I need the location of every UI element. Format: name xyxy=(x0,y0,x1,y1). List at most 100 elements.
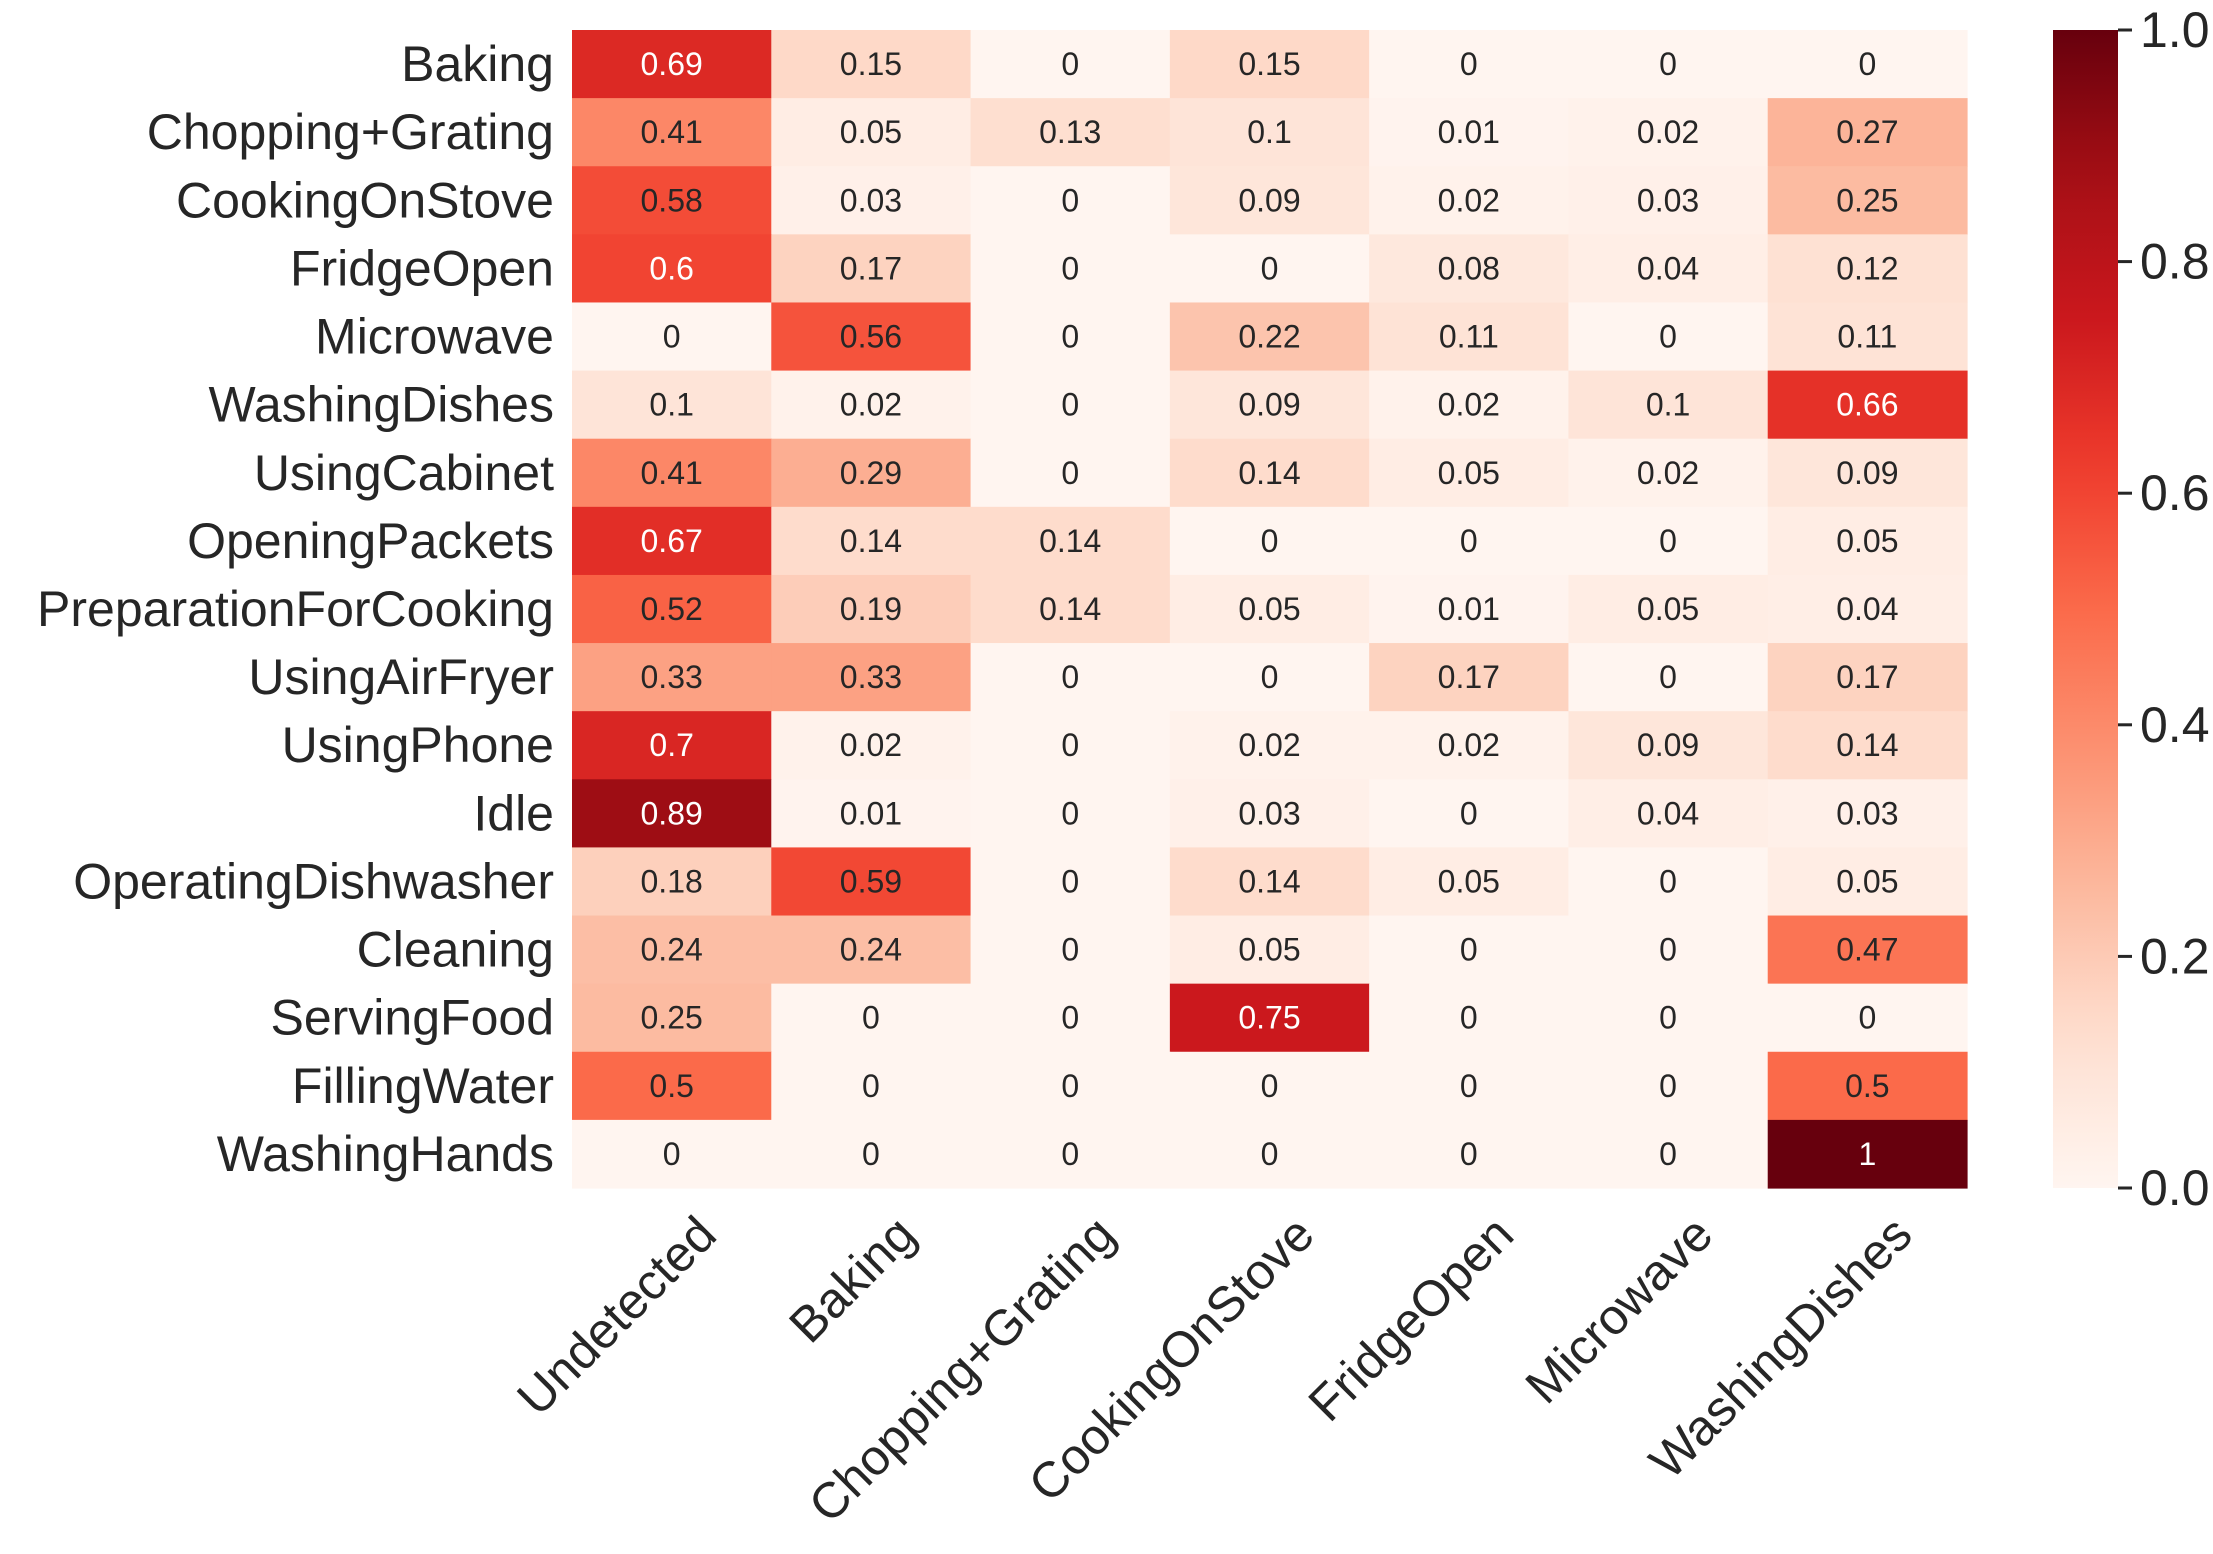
heatmap-cell xyxy=(1767,98,1968,167)
heatmap-cell xyxy=(572,370,772,440)
heatmap-cell xyxy=(970,915,1171,985)
heatmap-cell xyxy=(1369,643,1570,712)
cell-value-label: 0 xyxy=(1061,182,1079,218)
cell-value-label: 0.04 xyxy=(1836,591,1898,627)
cell-value-label: 0.02 xyxy=(1238,727,1300,763)
heatmap-cell xyxy=(572,30,772,99)
cell-value-label: 0.5 xyxy=(649,1068,693,1104)
heatmap-cell xyxy=(771,915,972,985)
cell-value-label: 0.13 xyxy=(1039,114,1101,150)
heatmap-cell xyxy=(1369,1051,1570,1121)
heatmap-cell xyxy=(771,1051,972,1121)
heatmap-cell xyxy=(970,643,1171,712)
heatmap-cell xyxy=(1767,983,1968,1053)
cell-value-label: 0 xyxy=(1061,932,1079,968)
cell-value-label: 0.03 xyxy=(1637,182,1699,218)
heatmap-cell xyxy=(1767,574,1968,644)
cell-value-label: 1 xyxy=(1858,1136,1876,1172)
row-label: Chopping+Grating xyxy=(147,104,554,160)
row-label: WashingDishes xyxy=(208,377,554,433)
cell-value-label: 0.05 xyxy=(1438,863,1500,899)
cell-value-label: 0.17 xyxy=(1836,659,1898,695)
heatmap-cell xyxy=(970,506,1171,576)
heatmap-cell xyxy=(1369,302,1570,372)
cell-value-label: 0 xyxy=(1061,455,1079,491)
heatmap-cell xyxy=(1369,915,1570,985)
colorbar-tick-label: 0.0 xyxy=(2140,1160,2210,1216)
heatmap-cell xyxy=(970,98,1171,167)
cell-value-label: 0.25 xyxy=(1836,182,1898,218)
row-label: UsingCabinet xyxy=(254,445,554,501)
heatmap-cell xyxy=(1169,370,1370,440)
cell-value-label: 0 xyxy=(862,1136,880,1172)
cell-value-label: 0.02 xyxy=(1438,387,1500,423)
cell-value-label: 0.03 xyxy=(1238,795,1300,831)
heatmap-cell xyxy=(1169,98,1370,167)
heatmap-cell xyxy=(1369,438,1570,508)
cell-value-label: 0.05 xyxy=(1637,591,1699,627)
heatmap-cell xyxy=(1169,983,1370,1053)
heatmap-cell xyxy=(1369,1119,1570,1189)
cell-value-label: 0.02 xyxy=(1637,455,1699,491)
colorbar-tick-label: 0.4 xyxy=(2140,697,2210,753)
cell-value-label: 0.03 xyxy=(1836,795,1898,831)
heatmap-cell xyxy=(1767,711,1968,780)
cell-value-label: 0 xyxy=(1061,1136,1079,1172)
heatmap-cell xyxy=(1568,779,1769,849)
heatmap-cell xyxy=(771,847,972,917)
heatmap-cell xyxy=(1767,506,1968,576)
colorbar-tick-label: 0.6 xyxy=(2140,465,2210,521)
cell-value-label: 0.67 xyxy=(641,523,703,559)
cell-value-label: 0 xyxy=(1261,1068,1279,1104)
cell-value-labels: 0.69 0.15 0 0.15 0 0 0 0.41 0.05 0.13 0.1 0.01 0.02 0… xyxy=(641,46,1899,1172)
heatmap-cell xyxy=(572,166,772,235)
cell-value-label: 0.14 xyxy=(1238,455,1300,491)
heatmap-cell xyxy=(1369,847,1570,917)
cell-value-label: 0.1 xyxy=(1247,114,1291,150)
cell-value-label: 0.02 xyxy=(1438,727,1500,763)
cell-value-label: 0 xyxy=(1659,1068,1677,1104)
cell-value-label: 0.03 xyxy=(840,182,902,218)
heatmap-cell xyxy=(771,370,972,440)
heatmap-cell xyxy=(1568,98,1769,167)
heatmap-cell xyxy=(1568,302,1769,372)
cell-value-label: 0 xyxy=(1858,46,1876,82)
heatmap-cell xyxy=(1568,915,1769,985)
heatmap-cell xyxy=(1568,166,1769,235)
cell-value-label: 0.02 xyxy=(840,387,902,423)
heatmap-cell xyxy=(1369,574,1570,644)
heatmap-cell xyxy=(771,711,972,780)
row-label: UsingAirFryer xyxy=(248,649,554,705)
cell-value-label: 0.02 xyxy=(1637,114,1699,150)
heatmap-cell xyxy=(970,847,1171,917)
heatmap-cell xyxy=(1568,438,1769,508)
cell-value-label: 0.56 xyxy=(840,319,902,355)
row-label: FridgeOpen xyxy=(290,240,554,296)
cell-value-label: 0.24 xyxy=(840,932,902,968)
heatmap-cell xyxy=(1767,30,1968,99)
row-label: OperatingDishwasher xyxy=(73,853,554,909)
heatmap-cell xyxy=(1767,847,1968,917)
cell-value-label: 0.18 xyxy=(641,863,703,899)
heatmap-cell xyxy=(1767,779,1968,849)
cell-value-label: 0 xyxy=(1061,319,1079,355)
cell-value-label: 0 xyxy=(1659,932,1677,968)
heatmap-cell xyxy=(1169,643,1370,712)
heatmap-cell xyxy=(572,1051,772,1121)
cell-value-label: 0 xyxy=(663,319,681,355)
heatmap-cell xyxy=(572,711,772,780)
cell-value-label: 0 xyxy=(1659,1000,1677,1036)
heatmap-cell xyxy=(970,438,1171,508)
colorbar: 0.0 0.2 0.4 0.6 0.8 1.0 xyxy=(2053,2,2210,1216)
cell-value-label: 0 xyxy=(862,1068,880,1104)
colorbar-gradient xyxy=(2053,30,2118,1188)
heatmap-cell xyxy=(572,847,772,917)
heatmap-cell xyxy=(1369,166,1570,235)
column-labels: Undetected BakingChopping+GratingCookingO… xyxy=(506,1206,1922,1534)
heatmap-cell xyxy=(771,30,972,99)
cell-value-label: 0 xyxy=(1061,1068,1079,1104)
cell-value-label: 0.52 xyxy=(641,591,703,627)
cell-value-label: 0 xyxy=(1460,1000,1478,1036)
heatmap-cell xyxy=(1767,1119,1968,1189)
